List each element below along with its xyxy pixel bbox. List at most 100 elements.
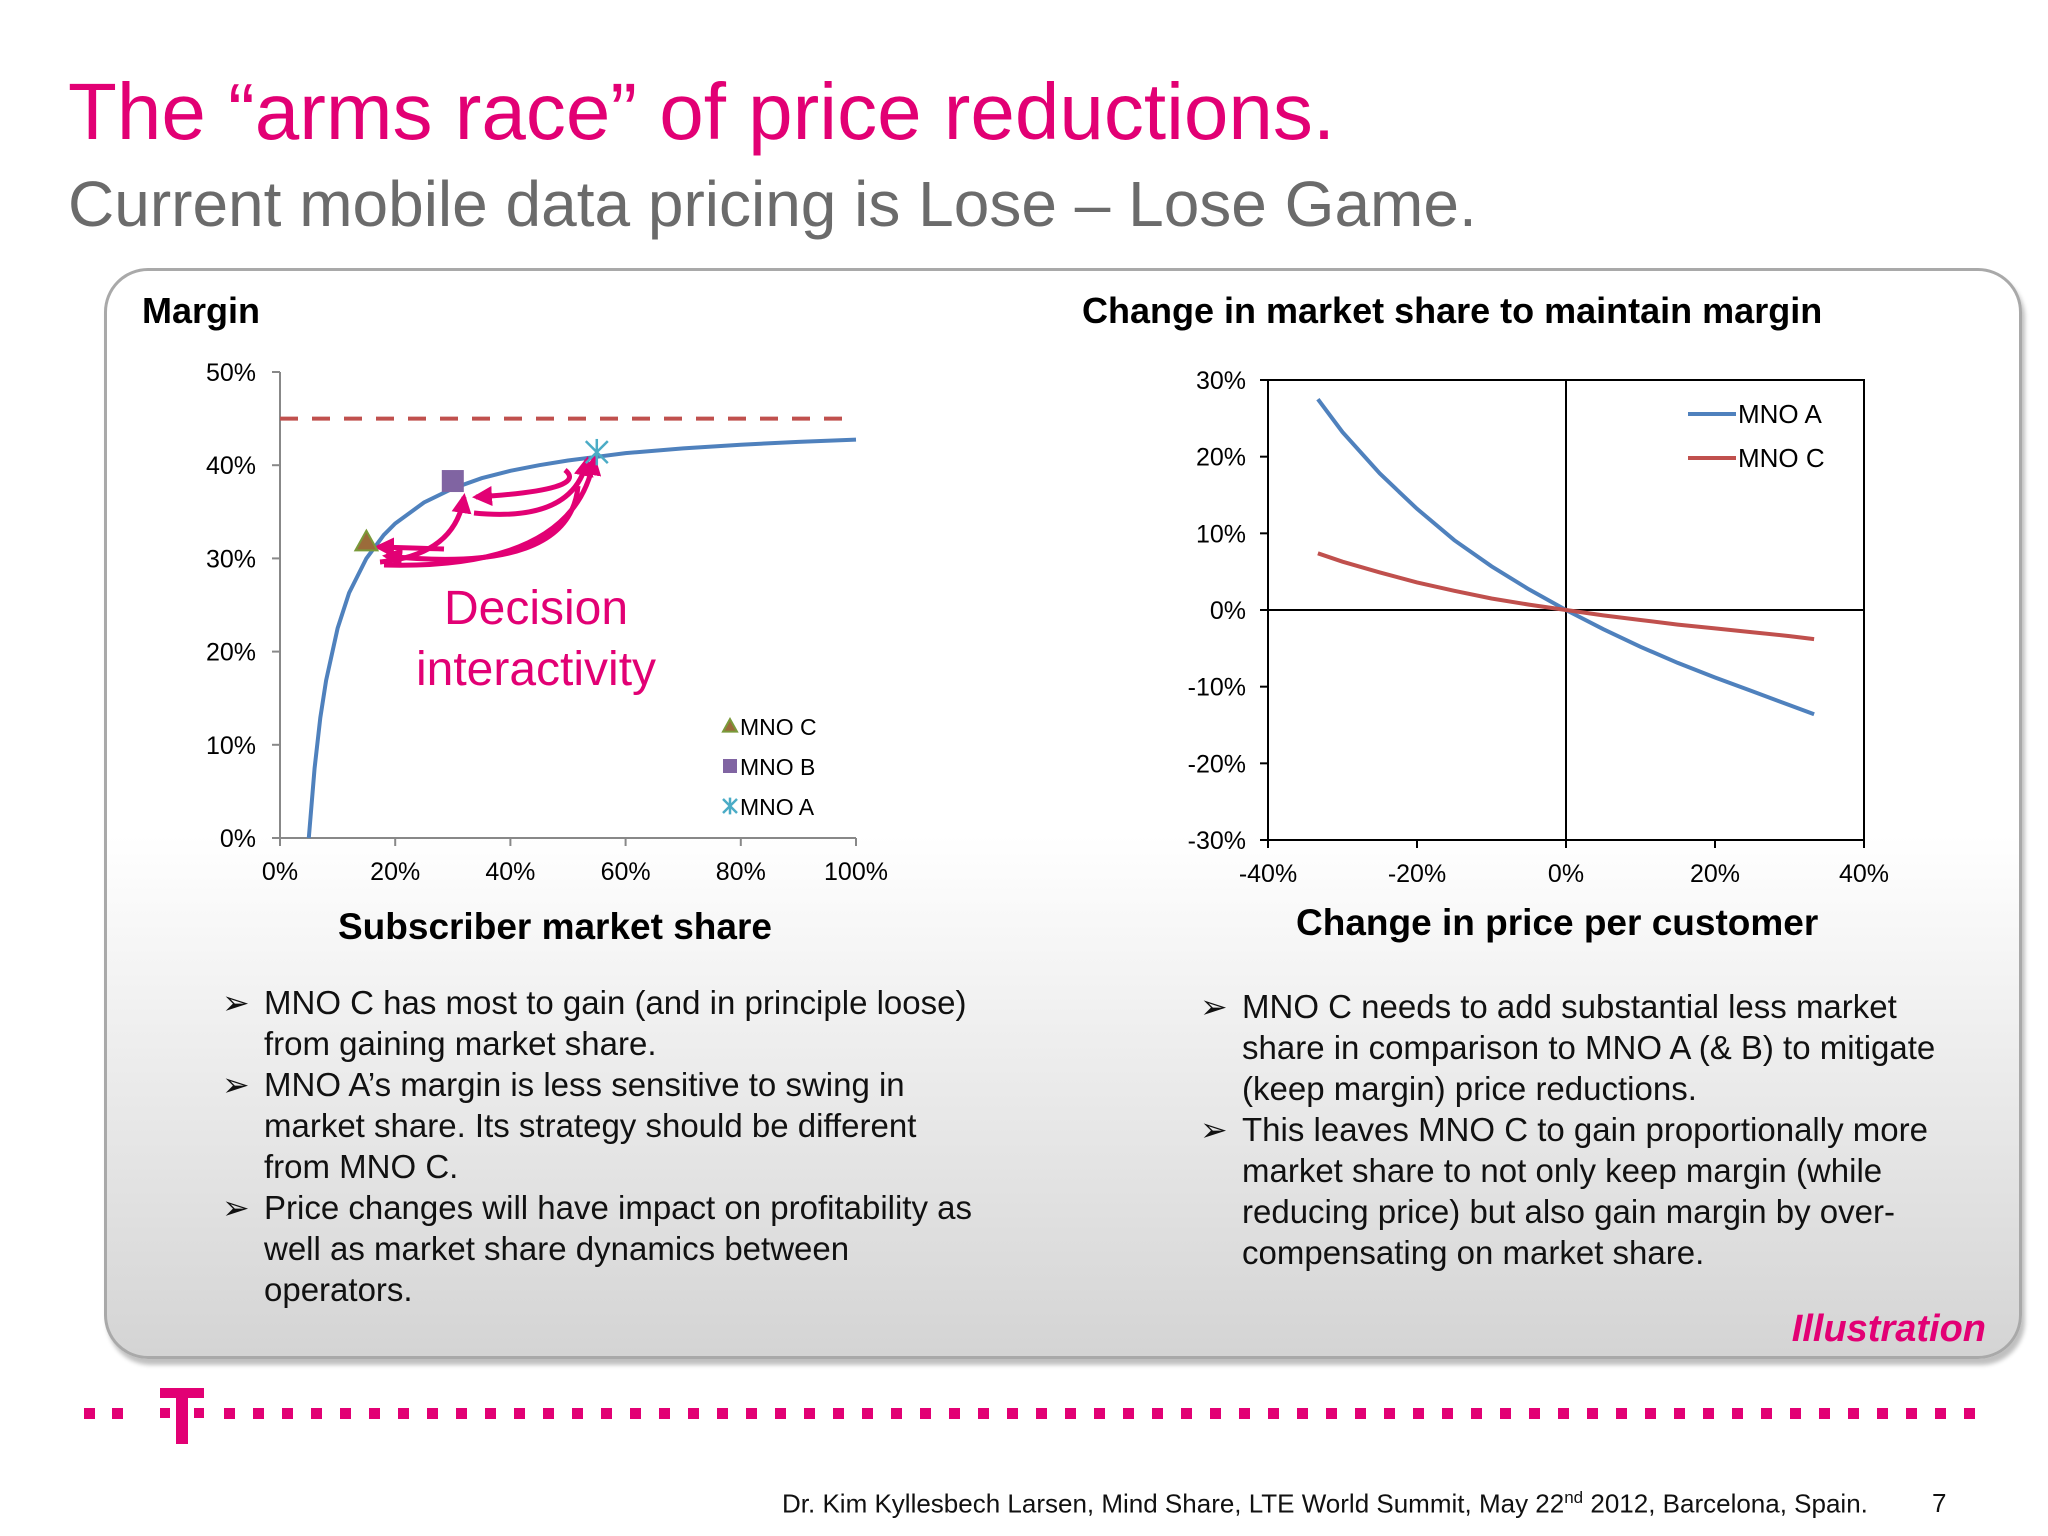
footer-dot xyxy=(1877,1408,1888,1419)
footer-dot xyxy=(1819,1408,1830,1419)
y-tick-label: 20% xyxy=(1196,444,1246,472)
x-tick-label: 20% xyxy=(370,858,420,886)
footer-dot xyxy=(1964,1408,1975,1419)
data-point-mno-b xyxy=(441,470,464,493)
share-chart-xlabel: Change in price per customer xyxy=(1296,902,1819,943)
decision-arrows xyxy=(374,455,602,568)
y-tick-label: -30% xyxy=(1188,827,1246,855)
y-tick-label: 50% xyxy=(206,359,256,387)
y-tick-label: 40% xyxy=(206,452,256,480)
footer-dot xyxy=(1210,1408,1221,1419)
share-legend: MNO A MNO C xyxy=(1688,399,1825,473)
x-tick-label: 100% xyxy=(824,858,888,886)
bullet-text: MNO C needs to add substantial less mark… xyxy=(1242,988,1936,1107)
left-bullet-list: ➢ MNO C has most to gain (and in principl… xyxy=(222,982,982,1310)
footer-dot xyxy=(1529,1408,1540,1419)
share-chart-title: Change in market share to maintain margi… xyxy=(1082,290,1823,331)
footer-dot xyxy=(427,1408,438,1419)
footer-dot xyxy=(485,1408,496,1419)
bullet-item: ➢ This leaves MNO C to gain proportionall… xyxy=(1200,1109,1960,1273)
footer-dot xyxy=(1239,1408,1250,1419)
legend-label-mno-a: MNO A xyxy=(1738,399,1822,429)
x-tick-label: 0% xyxy=(1548,860,1584,888)
footer-dot xyxy=(1558,1408,1569,1419)
page-number: 7 xyxy=(1932,1488,1947,1518)
footer-dot xyxy=(1906,1408,1917,1419)
footer-dot xyxy=(1355,1408,1366,1419)
footer-dot xyxy=(398,1408,409,1419)
footer-dot xyxy=(1645,1408,1656,1419)
footer-dot xyxy=(1732,1408,1743,1419)
bullet-arrow-icon: ➢ xyxy=(1200,988,1228,1025)
footer-dot xyxy=(746,1408,757,1419)
footer-dot xyxy=(253,1408,264,1419)
footer-dot xyxy=(891,1408,902,1419)
footer-dot xyxy=(1471,1408,1482,1419)
footer-dot xyxy=(1442,1408,1453,1419)
footer-citation-sup: nd xyxy=(1564,1488,1584,1507)
footer-citation-part1: Dr. Kim Kyllesbech Larsen, Mind Share, L… xyxy=(782,1488,1565,1519)
footer-dot xyxy=(1703,1408,1714,1419)
footer-dot xyxy=(543,1408,554,1419)
legend-label-mno-b: MNO B xyxy=(740,754,815,780)
y-tick-label: -20% xyxy=(1188,750,1246,778)
legend-label-mno-c: MNO C xyxy=(1738,443,1825,473)
y-tick-label: 0% xyxy=(220,825,256,853)
footer-dot xyxy=(1123,1408,1134,1419)
footer-dot xyxy=(949,1408,960,1419)
bullet-text: MNO C has most to gain (and in principle… xyxy=(264,984,967,1062)
footer-dot xyxy=(862,1408,873,1419)
market-share-chart: 30%20%10%0%-10%-20%-30%-40% -20% 0% 20% 40% … xyxy=(1188,367,1889,888)
y-tick-label: 30% xyxy=(1196,367,1246,395)
footer-dot xyxy=(1181,1408,1192,1419)
footer-dot xyxy=(1384,1408,1395,1419)
deutsche-telekom-t-logo xyxy=(160,1388,204,1444)
footer-dot xyxy=(717,1408,728,1419)
footer-dot xyxy=(1065,1408,1076,1419)
footer-dot xyxy=(84,1408,95,1419)
footer-dot xyxy=(112,1408,123,1419)
arrow-c-to-a xyxy=(383,455,602,568)
footer-dot xyxy=(456,1408,467,1419)
right-bullet-list: ➢ MNO C needs to add substantial less mar… xyxy=(1200,986,1960,1273)
bullet-item: ➢ MNO A’s margin is less sensitive to swi… xyxy=(222,1064,982,1187)
footer-dot xyxy=(1007,1408,1018,1419)
footer-dot xyxy=(1587,1408,1598,1419)
legend-label-mno-c: MNO C xyxy=(740,714,817,740)
y-tick-label: 10% xyxy=(1196,520,1246,548)
y-tick-label: -10% xyxy=(1188,674,1246,702)
data-point-mno-c xyxy=(353,528,380,552)
footer-dot xyxy=(1616,1408,1627,1419)
footer-dot xyxy=(804,1408,815,1419)
footer-dot xyxy=(659,1408,670,1419)
footer-dot xyxy=(369,1408,380,1419)
footer-dot xyxy=(1094,1408,1105,1419)
footer-dot xyxy=(1152,1408,1163,1419)
decision-annotation-line1: Decision xyxy=(444,582,628,635)
footer-dot xyxy=(1761,1408,1772,1419)
y-tick-label: 0% xyxy=(1210,597,1246,625)
footer-dot xyxy=(1326,1408,1337,1419)
slide-title: The “arms race” of price reductions. xyxy=(68,67,1336,156)
y-tick-label: 10% xyxy=(206,732,256,760)
bullet-arrow-icon: ➢ xyxy=(1200,1111,1228,1148)
bullet-arrow-icon: ➢ xyxy=(222,1066,250,1103)
legend-marker-mno-b xyxy=(723,759,737,773)
margin-chart-xlabel: Subscriber market share xyxy=(338,906,772,947)
x-tick-label: -40% xyxy=(1239,860,1297,888)
bullet-item: ➢ MNO C needs to add substantial less mar… xyxy=(1200,986,1960,1109)
footer-dot xyxy=(1413,1408,1424,1419)
footer-dot xyxy=(1297,1408,1308,1419)
x-tick-label: 40% xyxy=(1839,860,1889,888)
footer-dot xyxy=(920,1408,931,1419)
footer-dot xyxy=(340,1408,351,1419)
footer-dot xyxy=(1036,1408,1047,1419)
slide-subtitle: Current mobile data pricing is Lose – Lo… xyxy=(68,168,1477,240)
margin-legend: MNO C MNO B MNO A xyxy=(721,714,817,820)
bullet-item: ➢ MNO C has most to gain (and in principl… xyxy=(222,982,982,1064)
footer-dot xyxy=(311,1408,322,1419)
footer-dot xyxy=(514,1408,525,1419)
footer-dot xyxy=(224,1408,235,1419)
series-line-mno-c xyxy=(1317,551,1815,642)
bullet-text: MNO A’s margin is less sensitive to swin… xyxy=(264,1066,917,1185)
